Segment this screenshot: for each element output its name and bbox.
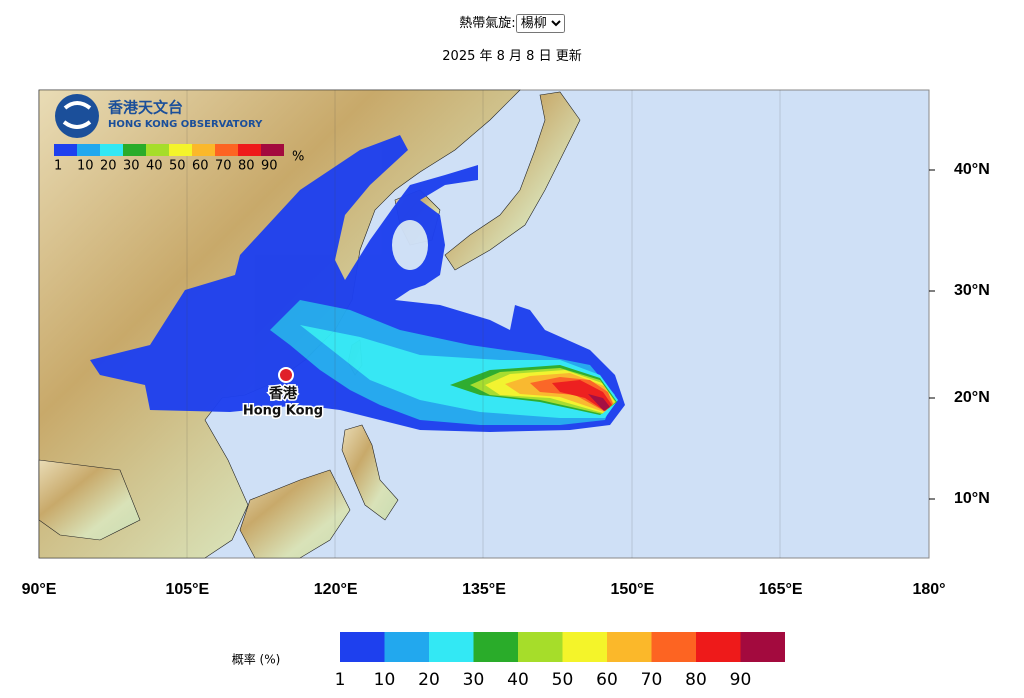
cyclone-label: 熱帶氣旋: [459, 16, 516, 31]
legend-swatch [607, 632, 652, 662]
inset-label: 20 [100, 159, 117, 174]
legend-title: 概率 (%) [232, 652, 281, 667]
logo-emblem [55, 94, 99, 138]
inset-label: 30 [123, 159, 140, 174]
legend-swatch [429, 632, 474, 662]
legend-label: 10 [374, 670, 396, 690]
inset-swatch [100, 144, 123, 156]
axes: 90°E 105°E 120°E 135°E 150°E 165°E 180° 40°N 30°… [22, 161, 990, 598]
legend-swatch [740, 632, 785, 662]
logo-name-zh: 香港天文台 [108, 99, 183, 117]
y-axis-label: 10°N [954, 490, 990, 507]
y-axis-label: 30°N [954, 282, 990, 299]
inset-label: 70 [215, 159, 232, 174]
x-axis-label: 165°E [759, 581, 803, 598]
map: 香港 Hong Kong 香港天文台 HONG KONG OBSERVATORY… [38, 89, 930, 559]
y-axis-label: 20°N [954, 389, 990, 406]
inset-legend: % 1 10 20 30 40 50 60 70 80 90 [54, 144, 304, 174]
legend-swatch [340, 632, 385, 662]
city-name-zh: 香港 [268, 385, 298, 402]
inset-label: 80 [238, 159, 255, 174]
cyclone-select[interactable]: 楊柳 [515, 14, 565, 33]
legend-swatch [518, 632, 563, 662]
inset-label: 50 [169, 159, 186, 174]
legend-swatch [473, 632, 518, 662]
probability-band [588, 394, 610, 411]
legend-label: 1 [335, 670, 346, 690]
city-name-en: Hong Kong [243, 404, 323, 419]
x-axis-label: 180° [912, 581, 945, 598]
legend-label: 90 [730, 670, 752, 690]
probability-gap [392, 220, 428, 270]
legend-swatch [562, 632, 607, 662]
inset-swatch [192, 144, 215, 156]
update-time: 2025 年 8 月 8 日 更新 [442, 49, 582, 64]
x-axis-label: 90°E [22, 581, 57, 598]
legend-label: 60 [596, 670, 618, 690]
inset-swatch [54, 144, 77, 156]
legend-swatch [384, 632, 429, 662]
legend-label: 40 [507, 670, 529, 690]
logo: 香港天文台 HONG KONG OBSERVATORY [55, 94, 263, 138]
x-axis-label: 120°E [314, 581, 358, 598]
inset-label: 90 [261, 159, 278, 174]
legend-label: 50 [552, 670, 574, 690]
legend-swatch [651, 632, 696, 662]
inset-label: 60 [192, 159, 209, 174]
x-axis-label: 150°E [610, 581, 654, 598]
inset-swatch [169, 144, 192, 156]
legend-label: 70 [641, 670, 663, 690]
inset-swatch [261, 144, 284, 156]
city-marker: 香港 Hong Kong [241, 367, 325, 420]
probability-area [90, 135, 625, 432]
x-axis-label: 105°E [165, 581, 209, 598]
legend-label: 80 [685, 670, 707, 690]
inset-swatch [238, 144, 261, 156]
legend-label: 30 [463, 670, 485, 690]
legend-swatch [696, 632, 741, 662]
y-axis-label: 40°N [954, 161, 990, 178]
legend: 概率 (%) 1 10 20 30 40 50 60 70 80 90 [232, 632, 785, 690]
x-axis-label: 135°E [462, 581, 506, 598]
city-star [278, 367, 294, 383]
graticule [186, 90, 781, 558]
inset-swatch [146, 144, 169, 156]
inset-swatch [123, 144, 146, 156]
header: 熱帶氣旋: 楊柳 [0, 12, 1024, 33]
legend-label: 20 [418, 670, 440, 690]
inset-swatch [215, 144, 238, 156]
logo-name-en: HONG KONG OBSERVATORY [108, 119, 263, 130]
inset-label: 1 [54, 159, 62, 174]
inset-label: 40 [146, 159, 163, 174]
inset-unit: % [292, 150, 304, 165]
inset-label: 10 [77, 159, 94, 174]
inset-swatch [77, 144, 100, 156]
